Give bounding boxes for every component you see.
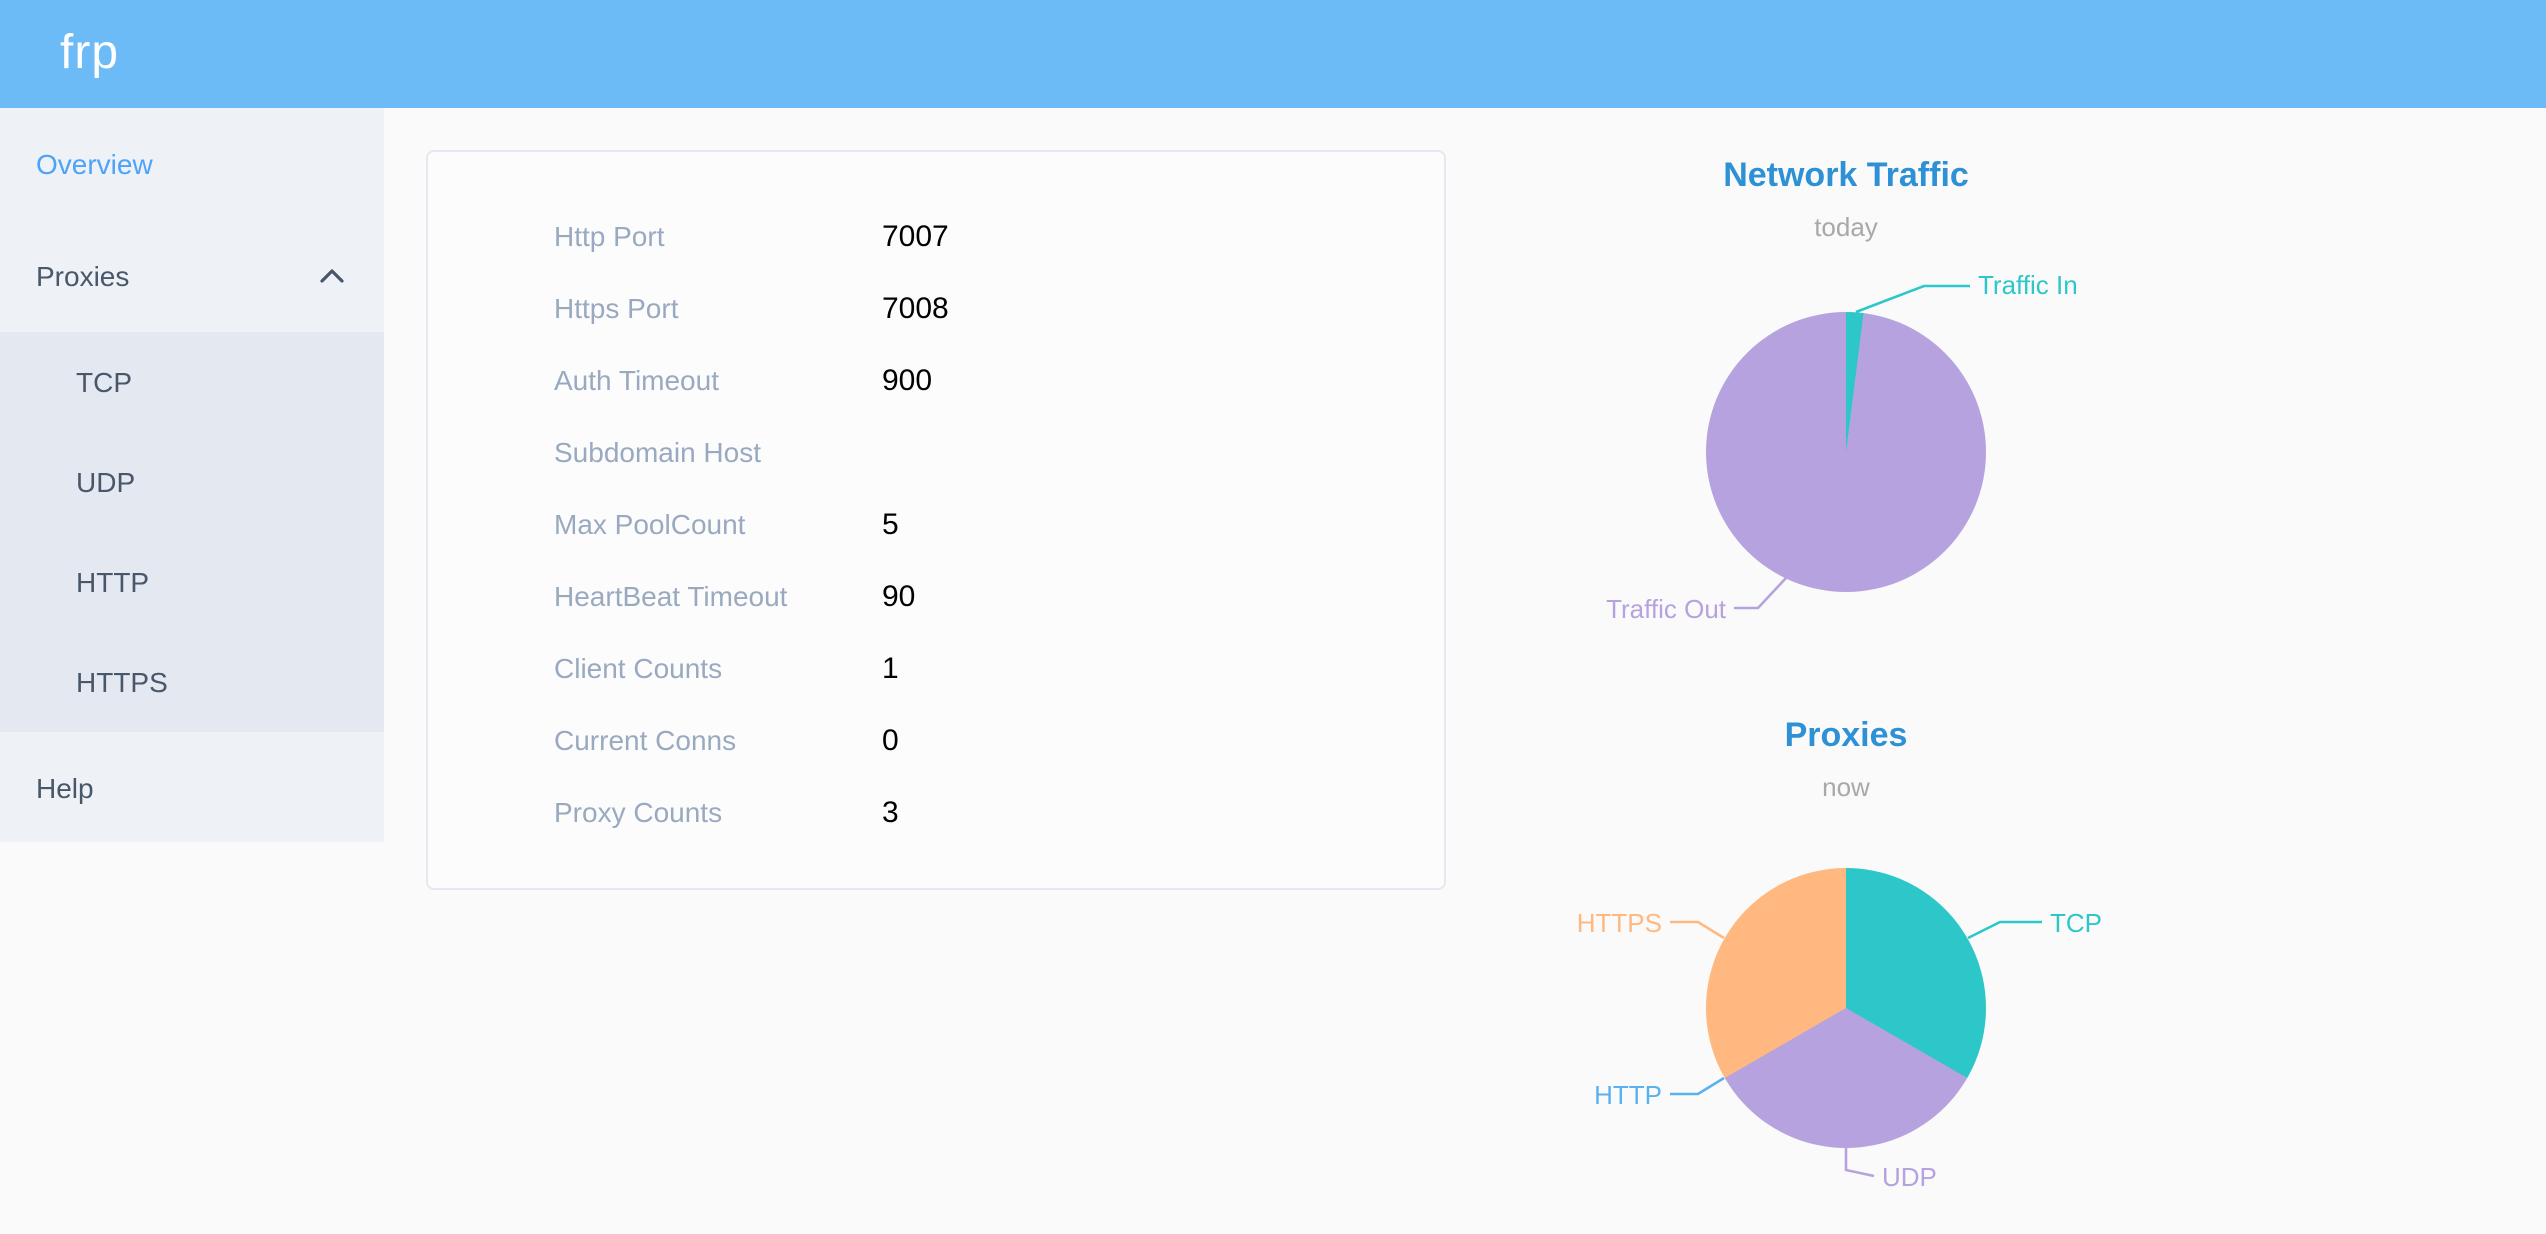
sidebar-item-label: HTTPS [76, 666, 168, 698]
sidebar-item-overview[interactable]: Overview [0, 108, 384, 220]
info-row-auth-timeout: Auth Timeout 900 [428, 344, 1444, 416]
sidebar-item-label: UDP [76, 466, 136, 498]
sidebar-item-label: TCP [76, 366, 132, 398]
charts-panel: Network Traffic today Traffic In Traffic… [1446, 108, 2246, 1234]
info-value: 5 [882, 507, 899, 541]
sidebar-item-label: Overview [36, 148, 153, 180]
chart-subtitle: now [1822, 772, 1870, 802]
sidebar-item-label: Proxies [36, 260, 130, 292]
chevron-up-icon [320, 269, 344, 283]
info-value: 7007 [882, 219, 949, 253]
info-label: Current Conns [554, 724, 737, 756]
sidebar: Overview Proxies TCP UDP HTTP HTTPS Help [0, 108, 384, 842]
info-label: Https Port [554, 292, 679, 324]
sidebar-item-udp[interactable]: UDP [0, 432, 384, 532]
info-row-current-conns: Current Conns 0 [428, 704, 1444, 776]
chart-title: Proxies [1784, 716, 1908, 754]
info-row-http-port: Http Port 7007 [428, 200, 1444, 272]
sidebar-item-proxies[interactable]: Proxies [0, 220, 384, 332]
info-row-client-counts: Client Counts 1 [428, 632, 1444, 704]
info-label: Client Counts [554, 652, 723, 684]
info-label: Max PoolCount [554, 508, 746, 540]
info-row-subdomain-host: Subdomain Host [428, 416, 1444, 488]
chart-title: Network Traffic [1723, 156, 1969, 194]
sidebar-item-https[interactable]: HTTPS [0, 632, 384, 732]
info-label: Auth Timeout [554, 364, 719, 396]
pie-label-tcp: TCP [2050, 908, 2102, 938]
sidebar-item-tcp[interactable]: TCP [0, 332, 384, 432]
pie-label-https: HTTPS [1577, 908, 1662, 938]
info-value: 900 [882, 363, 933, 397]
pie-label-traffic-out: Traffic Out [1606, 594, 1727, 624]
network-traffic-pie[interactable] [1706, 312, 1986, 592]
sidebar-item-http[interactable]: HTTP [0, 532, 384, 632]
sidebar-item-label: Help [36, 771, 94, 803]
info-value: 1 [882, 651, 899, 685]
proxies-chart: Proxies now TCP HTTPS HTTP UDP [1446, 668, 2246, 1234]
sidebar-item-help[interactable]: Help [0, 732, 384, 842]
info-row-https-port: Https Port 7008 [428, 272, 1444, 344]
proxies-pie[interactable] [1706, 868, 1986, 1148]
sidebar-item-label: HTTP [76, 566, 150, 598]
app-logo: frp [60, 26, 120, 80]
info-row-max-poolcount: Max PoolCount 5 [428, 488, 1444, 560]
pie-label-http: HTTP [1594, 1080, 1662, 1110]
info-label: Http Port [554, 220, 665, 252]
info-row-proxy-counts: Proxy Counts 3 [428, 776, 1444, 848]
info-value: 0 [882, 723, 899, 757]
info-label: Subdomain Host [554, 436, 762, 468]
info-value: 7008 [882, 291, 949, 325]
server-info-card: Http Port 7007 Https Port 7008 Auth Time… [426, 150, 1446, 890]
pie-label-udp: UDP [1882, 1162, 1937, 1192]
pie-label-traffic-in: Traffic In [1978, 270, 2078, 300]
info-row-heartbeat-timeout: HeartBeat Timeout 90 [428, 560, 1444, 632]
info-value: 3 [882, 795, 899, 829]
info-label: HeartBeat Timeout [554, 580, 788, 612]
info-label: Proxy Counts [554, 796, 723, 828]
network-traffic-chart: Network Traffic today Traffic In Traffic… [1446, 108, 2246, 668]
app-header: frp [0, 0, 2546, 108]
chart-subtitle: today [1814, 212, 1878, 242]
info-value: 90 [882, 579, 916, 613]
sidebar-submenu: TCP UDP HTTP HTTPS [0, 332, 384, 732]
